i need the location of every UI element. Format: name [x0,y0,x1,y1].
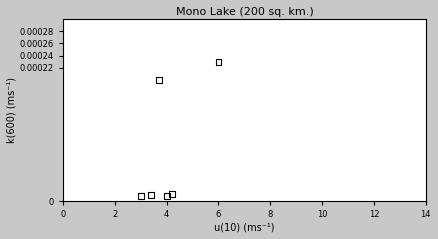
X-axis label: u(10) (ms⁻¹): u(10) (ms⁻¹) [214,222,275,232]
Point [148,193,155,197]
Title: Mono Lake (200 sq. km.): Mono Lake (200 sq. km.) [176,7,313,17]
Point [137,195,144,198]
Point [155,78,162,82]
Point [168,192,175,196]
Y-axis label: k(600) (ms⁻¹): k(600) (ms⁻¹) [7,77,17,143]
Point [215,60,222,64]
Point [163,195,170,198]
